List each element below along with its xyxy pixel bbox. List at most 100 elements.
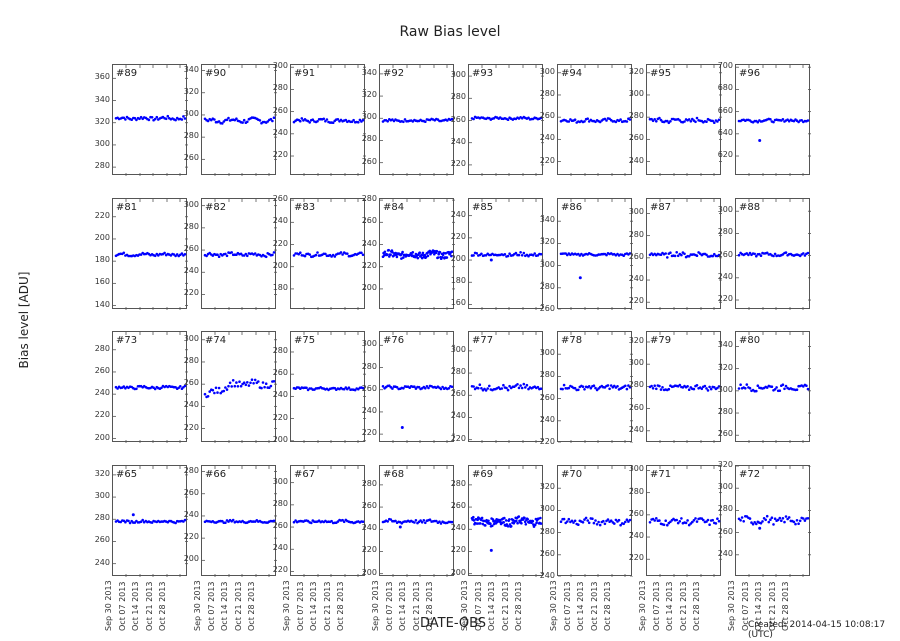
y-tick-label: 280: [272, 83, 288, 93]
y-tick-label: 260: [539, 304, 555, 313]
y-tick-label: 260: [717, 526, 733, 536]
scatter-plot: [113, 466, 188, 577]
panel-ccd-67: #67: [290, 465, 366, 577]
x-tick-label: Oct 21 2013: [234, 581, 243, 631]
y-tick-label: 280: [361, 478, 377, 488]
y-tick-label: 280: [94, 343, 110, 353]
y-tick-label: 260: [272, 194, 288, 204]
y-tick-label: 260: [628, 133, 644, 143]
outlier-point: [131, 513, 135, 517]
y-tick-label: 200: [450, 254, 466, 264]
panel-label: #84: [383, 202, 405, 213]
y-tick-label: 220: [183, 422, 199, 432]
y-tick-label: 220: [272, 412, 288, 422]
panel-label: #74: [205, 335, 227, 346]
panel-label: #81: [116, 202, 138, 213]
panel-ccd-78: #78: [557, 331, 633, 443]
x-tick-label: Oct 14 2013: [309, 581, 318, 631]
y-tick-label: 180: [450, 276, 466, 286]
y-tick-label: 260: [183, 378, 199, 388]
y-tick-label: 220: [183, 532, 199, 542]
x-tick-label: Oct 21 2013: [323, 581, 332, 631]
y-tick-label: 220: [450, 545, 466, 555]
x-tick-label: Oct 28 2013: [514, 581, 523, 631]
x-tick-label: Oct 07 2013: [385, 581, 394, 631]
y-tick-label: 220: [450, 158, 466, 168]
panel-label: #65: [116, 469, 138, 480]
panel-ccd-96: #96: [735, 64, 811, 176]
panel-ccd-74: #74: [201, 331, 277, 443]
y-tick-label: 240: [272, 216, 288, 226]
panel-ccd-85: #85: [468, 198, 544, 310]
y-tick-label: 280: [94, 161, 110, 171]
y-tick-label: 240: [183, 400, 199, 410]
panel-ccd-70: #70: [557, 465, 633, 577]
y-tick-label: 280: [183, 131, 199, 141]
y-tick-label: 300: [450, 70, 466, 80]
y-tick-label: 260: [628, 402, 644, 412]
y-tick-label: 240: [628, 424, 644, 434]
y-tick-label: 260: [361, 156, 377, 166]
panel-label: #78: [561, 335, 583, 346]
y-tick-label: 240: [272, 127, 288, 137]
panel-label: #87: [650, 202, 672, 213]
y-tick-label: 240: [94, 557, 110, 567]
panel-ccd-95: #95: [646, 64, 722, 176]
panel-label: #79: [650, 335, 672, 346]
y-tick-label: 300: [717, 384, 733, 394]
y-tick-label: 240: [183, 509, 199, 519]
y-tick-label: 220: [361, 260, 377, 270]
scatter-plot: [736, 332, 811, 443]
y-tick-label: 200: [94, 432, 110, 442]
panel-label: #92: [383, 68, 405, 79]
y-tick-label: 260: [183, 487, 199, 497]
x-tick-label: Oct 07 2013: [563, 581, 572, 631]
y-tick-label: 240: [361, 238, 377, 248]
y-tick-label: 300: [717, 482, 733, 492]
panel-ccd-92: #92: [379, 64, 455, 176]
panel-label: #88: [739, 202, 761, 213]
x-tick-label: Oct 28 2013: [158, 581, 167, 631]
y-tick-label: 220: [272, 150, 288, 160]
panel-label: #83: [294, 202, 316, 213]
y-tick-label: 260: [361, 383, 377, 393]
panel-label: #96: [739, 68, 761, 79]
x-tick-label: Oct 14 2013: [665, 581, 674, 631]
panel-ccd-90: #90: [201, 64, 277, 176]
panel-label: #76: [383, 335, 405, 346]
panel-label: #86: [561, 202, 583, 213]
y-tick-label: 320: [628, 66, 644, 76]
panel-label: #91: [294, 68, 316, 79]
x-tick-label: Oct 21 2013: [679, 581, 688, 631]
y-tick-label: 200: [94, 232, 110, 242]
y-tick-label: 240: [361, 405, 377, 415]
y-tick-label: 280: [628, 486, 644, 496]
y-tick-label: 300: [94, 491, 110, 501]
y-tick-label: 220: [628, 296, 644, 306]
y-tick-label: 260: [272, 105, 288, 115]
y-tick-label: 260: [450, 114, 466, 124]
y-tick-label: 220: [361, 545, 377, 555]
y-tick-label: 680: [717, 83, 733, 93]
y-tick-label: 200: [450, 567, 466, 577]
y-tick-label: 240: [183, 266, 199, 276]
scatter-plot: [291, 199, 366, 310]
x-tick-label: Sep 30 2013: [371, 580, 380, 631]
y-tick-label: 240: [539, 133, 555, 143]
y-tick-label: 300: [539, 259, 555, 269]
y-tick-label: 260: [183, 244, 199, 254]
panel-label: #80: [739, 335, 761, 346]
panel-label: #75: [294, 335, 316, 346]
y-tick-label: 220: [450, 433, 466, 443]
y-tick-label: 220: [272, 565, 288, 575]
y-tick-label: 240: [272, 390, 288, 400]
x-tick-label: Oct 28 2013: [247, 581, 256, 631]
y-tick-label: 240: [628, 274, 644, 284]
scatter-plot: [469, 332, 544, 443]
scatter-plot: [469, 65, 544, 176]
scatter-plot: [647, 466, 722, 577]
scatter-plot: [736, 466, 811, 577]
panel-ccd-73: #73: [112, 331, 188, 443]
y-tick-label: 300: [272, 476, 288, 486]
y-tick-label: 240: [272, 543, 288, 553]
